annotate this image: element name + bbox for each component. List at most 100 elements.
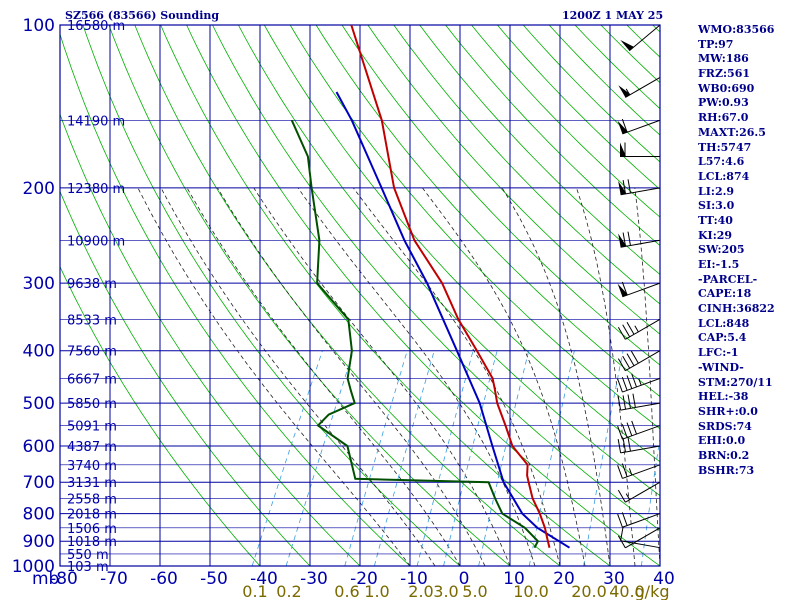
- height-label: 10900 m: [67, 234, 125, 249]
- wind-barb: [620, 142, 660, 157]
- wind-barb: [618, 231, 661, 248]
- index-item: LCL:874: [698, 169, 750, 183]
- wind-barb: [617, 512, 661, 528]
- dewpoint-line: [290, 119, 540, 549]
- dry-adiabat-line: [238, 25, 660, 497]
- stability-indices-list: WMO:83566 TP:97 MW:186 FRZ:561 WB0:690 PW:0.9…: [698, 23, 775, 478]
- temperature-tick-label: 20: [553, 569, 575, 589]
- sounding-profiles: [290, 25, 571, 549]
- height-label: 14190 m: [67, 114, 125, 129]
- temperature-tick-label: -20: [350, 569, 378, 589]
- parcel-trace-line: [335, 91, 571, 549]
- wind-barb: [617, 318, 661, 340]
- index-item: EI:-1.5: [698, 258, 740, 271]
- pressure-tick-label: 600: [23, 437, 55, 457]
- wind-barb: [617, 437, 661, 454]
- wind-barb: [617, 481, 661, 503]
- wind-barb: [617, 463, 661, 479]
- height-label: 5850 m: [67, 397, 117, 412]
- mixing-ratio-label: 2.0: [408, 582, 433, 600]
- mixing-unit-label: g/kg: [635, 582, 670, 600]
- index-item: LI:2.9: [698, 184, 735, 198]
- pressure-unit-label: mb: [32, 569, 59, 589]
- temperature-tick-label: -50: [200, 569, 228, 589]
- temperature-tick-label: -10: [400, 569, 428, 589]
- temperature-tick-label: -70: [100, 569, 128, 589]
- index-item: SHR+:0.0: [698, 404, 758, 418]
- temperature-tick-label: 10: [503, 569, 525, 589]
- moist-adiabat-line: [634, 187, 660, 566]
- temperature-tick-label: -60: [150, 569, 178, 589]
- height-label: 4387 m: [67, 440, 117, 455]
- moist-adiabat-line: [253, 187, 511, 566]
- index-item: PW:0.93: [698, 96, 749, 110]
- index-item: -WIND-: [698, 360, 744, 374]
- wind-barb: [618, 76, 661, 98]
- temperature-tick-label: -80: [50, 569, 78, 589]
- height-label: 2558 m: [67, 492, 117, 507]
- mixing-ratio-label: 20.0: [571, 582, 607, 600]
- height-label: 1018 m: [67, 535, 117, 550]
- index-item: RH:67.0: [698, 111, 749, 125]
- mixing-ratio-label: 0.2: [276, 582, 301, 600]
- height-label: 2018 m: [67, 508, 117, 523]
- index-item: TH:5747: [698, 140, 752, 154]
- pressure-tick-label: 900: [23, 532, 55, 552]
- dry-adiabat-line: [212, 25, 660, 531]
- index-item: TT:40: [698, 213, 733, 227]
- index-item: BSHR:73: [698, 463, 755, 477]
- index-item: SW:205: [698, 243, 745, 257]
- chart-datetime: 1200Z 1 MAY 25: [562, 9, 664, 22]
- temperature-tick-label: -30: [300, 569, 328, 589]
- wind-barb: [617, 527, 661, 549]
- index-item: CINH:36822: [698, 302, 775, 316]
- wind-barb: [620, 526, 661, 549]
- moist-adiabat-line: [137, 187, 411, 566]
- wind-barb: [617, 350, 661, 372]
- height-label: 3131 m: [67, 476, 117, 491]
- index-item: CAPE:18: [698, 287, 752, 301]
- height-label: 6667 m: [67, 372, 117, 387]
- index-item: MAXT:26.5: [698, 125, 766, 139]
- index-item: -PARCEL-: [698, 272, 758, 286]
- index-item: WMO:83566: [698, 23, 775, 36]
- pressure-tick-label: 700: [23, 473, 55, 493]
- index-item: MW:186: [698, 52, 749, 66]
- plot-frame: [59, 24, 661, 567]
- height-label: 3740 m: [67, 459, 117, 474]
- height-label: 16580 m: [67, 19, 125, 34]
- mixing-ratio-label: 5.0: [462, 582, 487, 600]
- wind-barb: [620, 24, 661, 52]
- index-item: SRDS:74: [698, 419, 752, 433]
- dry-adiabat-line: [134, 25, 561, 566]
- mixing-ratio-line: [285, 350, 354, 566]
- height-label: 1506 m: [67, 522, 117, 537]
- dry-adiabat-line: [82, 25, 461, 566]
- height-label: 9638 m: [67, 277, 117, 292]
- mixing-ratio-label: 10.0: [513, 582, 549, 600]
- index-item: KI:29: [698, 228, 733, 242]
- index-item: HEL:-38: [698, 390, 749, 404]
- wind-barb: [617, 118, 661, 135]
- height-label: 8533 m: [67, 313, 117, 328]
- moist-adiabat-line: [186, 187, 461, 566]
- mixing-ratio-label: 0.6: [334, 582, 359, 600]
- wind-barb: [617, 420, 661, 440]
- wind-barb-column: [617, 24, 661, 549]
- temperature-tick-label: 0: [459, 569, 470, 589]
- mixing-ratio-line: [374, 350, 435, 566]
- index-item: LCL:848: [698, 316, 750, 330]
- dry-adiabat-line: [186, 25, 660, 566]
- wind-barb: [617, 373, 661, 393]
- temperature-line: [350, 25, 551, 548]
- pressure-tick-label: 800: [23, 505, 55, 525]
- index-item: LFC:-1: [698, 346, 739, 360]
- moist-adiabat-line: [160, 187, 436, 566]
- dry-adiabat-line: [108, 25, 511, 566]
- index-item: SI:3.0: [698, 199, 735, 213]
- wind-barb: [618, 179, 661, 196]
- index-item: TP:97: [698, 37, 734, 51]
- moist-adiabat-line: [297, 187, 536, 566]
